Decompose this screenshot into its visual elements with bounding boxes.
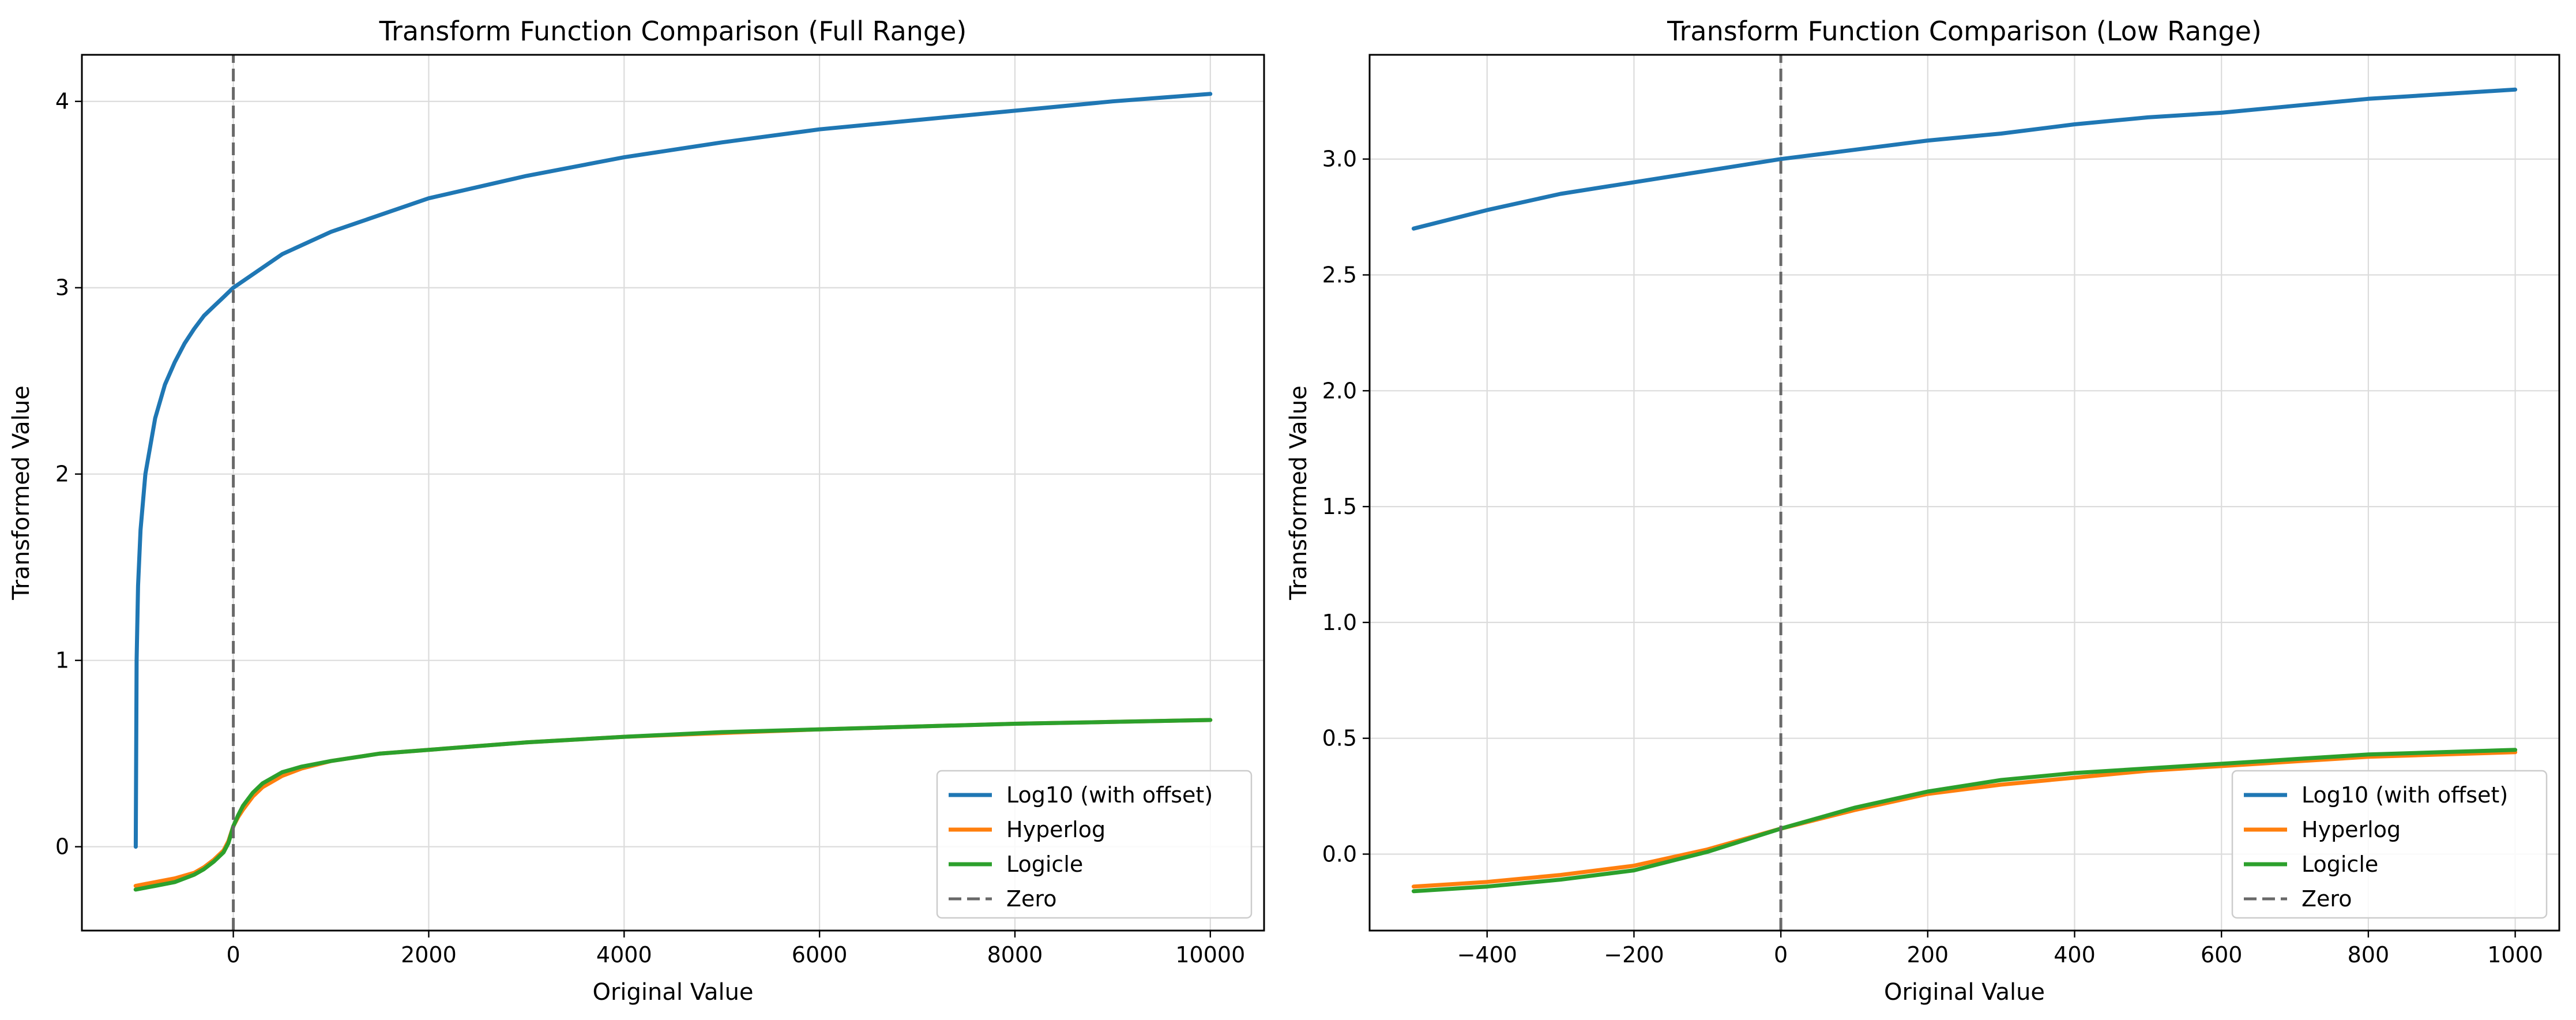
- legend-label: Zero: [1006, 886, 1056, 912]
- y-tick-label: 2: [55, 462, 69, 487]
- x-axis-label: Original Value: [1884, 979, 2045, 1006]
- series-line-logicle: [1411, 748, 2518, 894]
- y-tick-label: 1.0: [1322, 610, 1357, 635]
- legend: Log10 (with offset) Hyperlog Logicle Zero: [936, 770, 1253, 919]
- plot-frame: [81, 54, 1265, 932]
- x-tick-label: 6000: [792, 942, 848, 967]
- x-tick-label: 200: [1907, 942, 1949, 967]
- legend-label: Logicle: [2302, 852, 2378, 877]
- x-axis-label: Original Value: [592, 979, 753, 1006]
- legend-box: [2231, 770, 2548, 919]
- chart-title: Transform Function Comparison (Low Range…: [1667, 16, 2262, 47]
- x-tick-label: 0: [227, 942, 240, 967]
- x-tick-label: 0: [1774, 942, 1788, 967]
- x-tick-label: 400: [2054, 942, 2096, 967]
- x-tick-label: 600: [2201, 942, 2243, 967]
- series-line-log10-with-offset: [1411, 87, 2518, 231]
- y-tick-label: 3: [55, 275, 69, 301]
- legend-box: [936, 770, 1253, 919]
- y-tick-label: 0: [55, 834, 69, 860]
- y-tick-label: 1.5: [1322, 494, 1357, 519]
- x-tick-label: 2000: [401, 942, 457, 967]
- x-tick-label: 8000: [987, 942, 1043, 967]
- legend: Log10 (with offset) Hyperlog Logicle Zero: [2231, 770, 2548, 919]
- y-tick-label: 4: [55, 89, 69, 114]
- chart-title: Transform Function Comparison (Full Rang…: [379, 16, 967, 47]
- y-tick-label: 0.0: [1322, 841, 1357, 867]
- x-tick-label: 10000: [1175, 942, 1245, 967]
- chart-panel-1: 0 2000 4000 6000 8000 10000 0 1 2 3 4 Transform Fun…: [8, 16, 1265, 1006]
- series-line-logicle: [133, 718, 1213, 892]
- y-tick-label: 2.0: [1322, 378, 1357, 403]
- x-tick-label: 4000: [596, 942, 652, 967]
- plot-frame: [1368, 54, 2560, 932]
- chart-panel-2: −400 −200 0 200 400 600 800 1000 0.0 0.5 1.0 1.5 2.0…: [1285, 16, 2560, 1006]
- y-axis-label: Transformed Value: [8, 385, 35, 601]
- x-tick-label: −200: [1604, 942, 1664, 967]
- x-tick-label: 800: [2348, 942, 2390, 967]
- series-line-log10-with-offset: [133, 92, 1213, 849]
- legend-label: Hyperlog: [1006, 817, 1105, 842]
- y-tick-label: 1: [55, 648, 69, 673]
- y-tick-label: 2.5: [1322, 262, 1357, 288]
- y-tick-label: 3.0: [1322, 147, 1357, 172]
- y-axis-label: Transformed Value: [1285, 385, 1312, 601]
- x-tick-label: 1000: [2487, 942, 2543, 967]
- series-line-hyperlog: [1411, 750, 2518, 889]
- legend-label: Logicle: [1006, 852, 1083, 877]
- legend-label: Zero: [2302, 886, 2352, 912]
- legend-label: Log10 (with offset): [1006, 782, 1213, 808]
- legend-label: Hyperlog: [2302, 817, 2401, 842]
- y-tick-label: 0.5: [1322, 726, 1357, 751]
- legend-label: Log10 (with offset): [2302, 782, 2508, 808]
- x-tick-label: −400: [1457, 942, 1517, 967]
